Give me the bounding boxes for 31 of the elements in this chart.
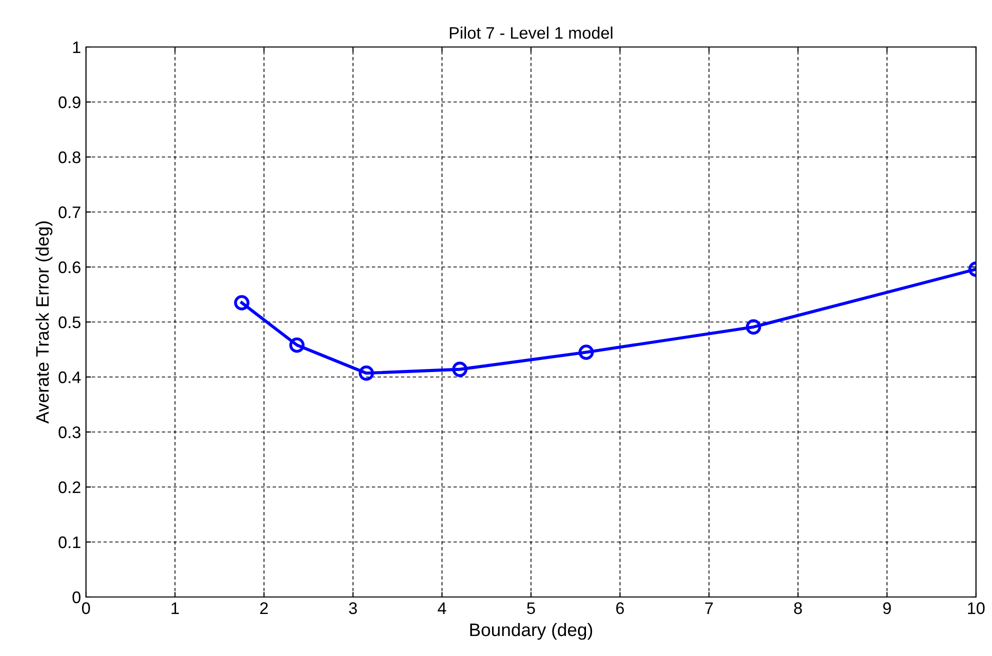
chart-title: Pilot 7 - Level 1 model [450, 26, 612, 39]
y-tick-label: 0.8 [58, 151, 80, 164]
x-tick-label: 9 [883, 602, 891, 614]
point [578, 344, 594, 360]
x-axis-title: Boundary (deg) [470, 622, 592, 640]
y-tick-label: 0.9 [58, 96, 80, 108]
x-tick-label: 8 [794, 602, 802, 614]
y-axis-title: Averate Track Error (deg) [36, 221, 52, 424]
y-tick-label: 0.3 [58, 426, 80, 438]
y-tick-label: 0.5 [58, 316, 80, 328]
y-tick-label: 0.2 [58, 481, 80, 494]
y-tick-label: 0.7 [58, 206, 80, 218]
x-tick-label: 6 [616, 602, 624, 614]
x-tick-label: 7 [705, 602, 713, 614]
x-tick-label: 4 [438, 602, 446, 614]
point [452, 362, 468, 377]
x-tick-label: 10 [968, 602, 985, 614]
x-tick-label: 5 [527, 602, 535, 614]
x-tick-label: 2 [260, 602, 268, 614]
point [234, 295, 250, 310]
y-tick-label: 0.1 [58, 536, 80, 548]
y-tick-label: 0.4 [58, 371, 81, 384]
y-tick-label: 0 [72, 591, 80, 604]
x-tick-label: 3 [349, 602, 357, 614]
x-tick-label: 0 [82, 602, 90, 614]
y-tick-label: 1 [73, 42, 80, 54]
y-tick-label: 0.6 [58, 261, 80, 274]
point [358, 366, 374, 381]
point [289, 337, 305, 353]
point [746, 319, 762, 335]
x-tick-label: 1 [172, 602, 179, 614]
